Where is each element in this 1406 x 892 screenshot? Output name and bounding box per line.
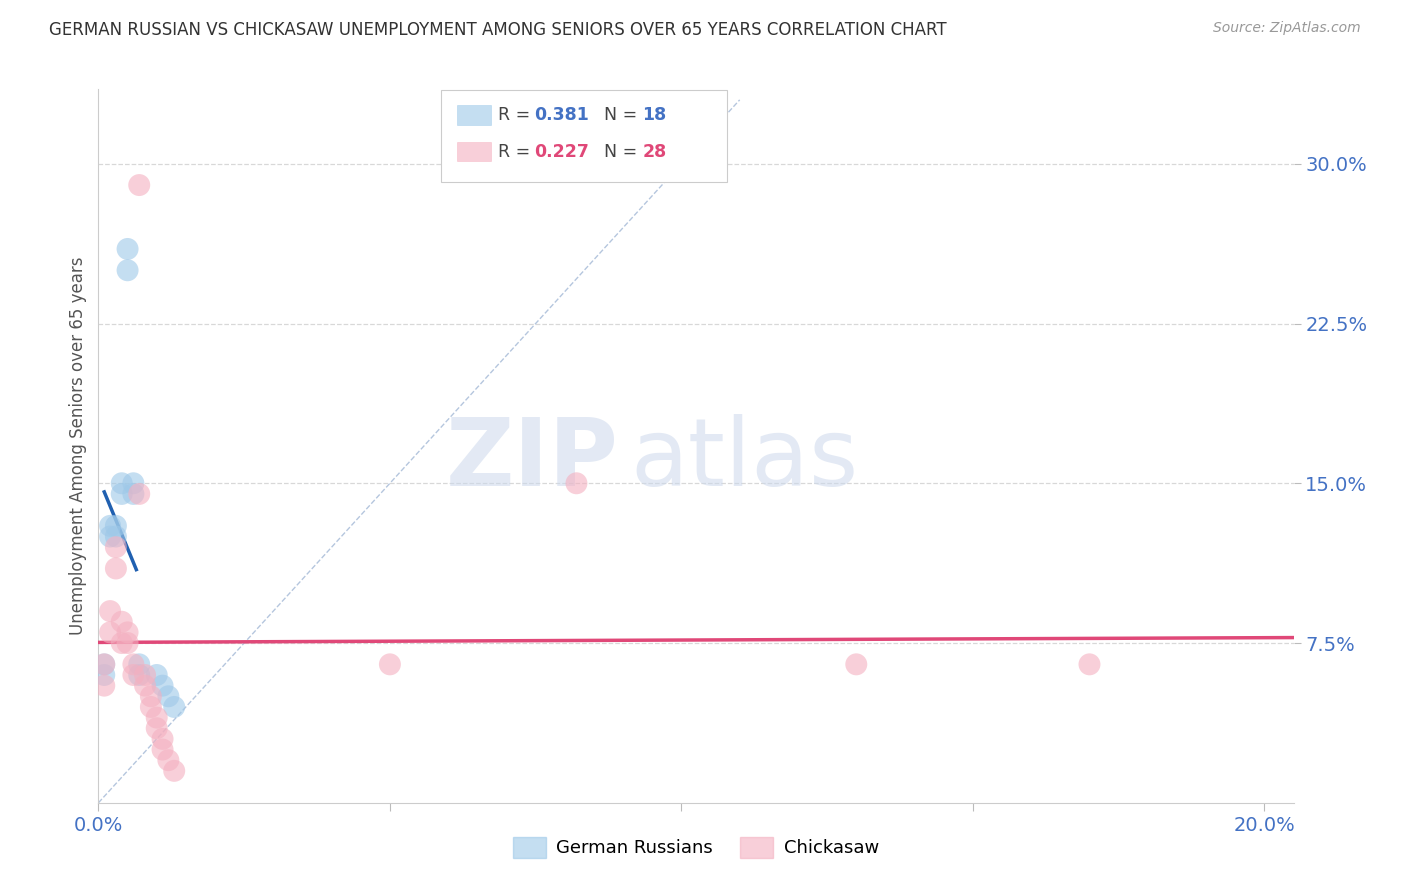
Point [98, 625, 121, 640]
Point [139, 690, 162, 704]
Point [111, 487, 134, 501]
Point [565, 476, 588, 491]
Point [104, 561, 127, 575]
Point [122, 657, 145, 672]
Point [134, 679, 156, 693]
Point [111, 476, 134, 491]
Point [128, 668, 150, 682]
Text: R =: R = [498, 143, 536, 161]
Legend: German Russians, Chickasaw: German Russians, Chickasaw [506, 830, 886, 865]
Point [111, 636, 134, 650]
Point [145, 668, 167, 682]
Text: GERMAN RUSSIAN VS CHICKASAW UNEMPLOYMENT AMONG SENIORS OVER 65 YEARS CORRELATION: GERMAN RUSSIAN VS CHICKASAW UNEMPLOYMENT… [49, 21, 946, 39]
Text: ZIP: ZIP [446, 414, 619, 507]
Point [117, 242, 139, 256]
Point [163, 764, 186, 778]
Point [104, 540, 127, 554]
Point [157, 753, 180, 767]
Point [145, 710, 167, 724]
Text: N =: N = [593, 143, 643, 161]
Text: atlas: atlas [630, 414, 859, 507]
Point [122, 487, 145, 501]
Point [111, 615, 134, 629]
Point [139, 700, 162, 714]
Point [98, 604, 121, 618]
Point [163, 700, 186, 714]
Point [134, 668, 156, 682]
Point [1078, 657, 1101, 672]
Point [98, 529, 121, 543]
Point [93, 657, 115, 672]
Point [98, 519, 121, 533]
Point [122, 668, 145, 682]
Point [378, 657, 401, 672]
Text: N =: N = [593, 106, 643, 124]
Point [93, 679, 115, 693]
Point [152, 679, 174, 693]
Point [117, 636, 139, 650]
Point [104, 519, 127, 533]
Point [128, 657, 150, 672]
Point [122, 476, 145, 491]
Point [145, 721, 167, 735]
Point [117, 263, 139, 277]
Text: R =: R = [498, 106, 536, 124]
Point [157, 690, 180, 704]
Point [104, 529, 127, 543]
Point [117, 625, 139, 640]
Point [93, 668, 115, 682]
Point [128, 487, 150, 501]
Text: 0.227: 0.227 [534, 143, 589, 161]
Text: 18: 18 [643, 106, 666, 124]
Point [845, 657, 868, 672]
Text: Source: ZipAtlas.com: Source: ZipAtlas.com [1213, 21, 1361, 36]
Y-axis label: Unemployment Among Seniors over 65 years: Unemployment Among Seniors over 65 years [69, 257, 87, 635]
Text: 0.381: 0.381 [534, 106, 589, 124]
Point [152, 731, 174, 746]
Point [128, 178, 150, 192]
Text: 28: 28 [643, 143, 666, 161]
Point [93, 657, 115, 672]
Point [152, 742, 174, 756]
